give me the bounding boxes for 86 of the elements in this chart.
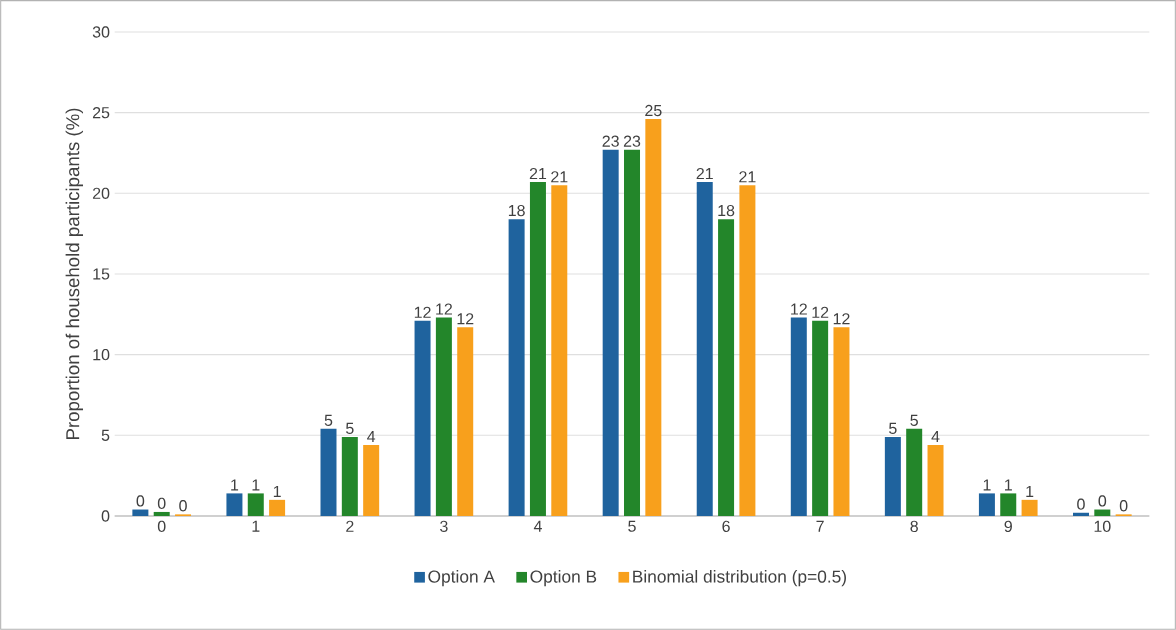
data-label: 23: [623, 135, 641, 147]
legend-label: Binomial distribution (p=0.5): [633, 569, 846, 587]
x-tick-label: 9: [1004, 520, 1012, 533]
data-label: 0: [1119, 500, 1128, 512]
data-label: 5: [324, 414, 333, 426]
bar: [927, 445, 944, 516]
legend-label: Option B: [530, 569, 597, 587]
data-label: 1: [1026, 485, 1034, 497]
data-label: 12: [414, 306, 431, 318]
bar: [247, 493, 264, 516]
bar: [457, 327, 474, 516]
data-label: 25: [645, 104, 662, 117]
bar: [153, 511, 170, 516]
data-label: 0: [1098, 495, 1107, 507]
bar: [341, 436, 358, 516]
x-tick-label: 8: [910, 520, 918, 533]
x-tick-label: 7: [816, 520, 824, 532]
bar: [624, 149, 641, 516]
bar: [226, 493, 243, 516]
data-label: 21: [529, 167, 547, 180]
data-label: 21: [739, 171, 756, 183]
y-tick-label: 15: [93, 268, 110, 280]
x-tick-label: 4: [533, 520, 542, 532]
data-label: 4: [367, 431, 376, 443]
bar: [739, 185, 756, 516]
data-label: 5: [346, 422, 354, 434]
bar: [1094, 509, 1111, 516]
bar: [269, 499, 286, 516]
data-label: 12: [833, 313, 850, 325]
x-tick-label: 0: [157, 520, 166, 533]
y-tick-label: 0: [101, 510, 110, 522]
bar: [508, 219, 525, 516]
bar: [1021, 499, 1038, 516]
bar: [696, 182, 713, 516]
data-label: 1: [1005, 479, 1012, 491]
data-label: 5: [910, 414, 918, 426]
bar: [363, 445, 380, 516]
data-label: 4: [931, 431, 940, 443]
x-tick-label: 10: [1094, 520, 1111, 533]
data-label: 21: [551, 171, 568, 183]
bar: [414, 320, 431, 516]
y-tick-label: 5: [101, 429, 110, 441]
x-tick-label: 2: [346, 520, 354, 532]
x-tick-label: 6: [722, 520, 730, 533]
y-tick-label: 30: [92, 26, 110, 38]
y-tick-label: 25: [92, 107, 110, 119]
data-label: 5: [889, 422, 897, 434]
bar: [320, 428, 337, 516]
bar: [645, 119, 662, 516]
data-label: 1: [983, 479, 991, 491]
data-label: 12: [791, 303, 807, 315]
data-label: 21: [696, 167, 713, 180]
data-label: 0: [1077, 498, 1085, 510]
data-label: 0: [136, 495, 145, 507]
data-label: 1: [252, 479, 260, 491]
bar: [978, 493, 995, 516]
bar: [551, 185, 568, 516]
data-label: 12: [457, 313, 474, 325]
bar: [718, 219, 735, 516]
bar: [812, 320, 829, 516]
data-label: 1: [231, 479, 239, 491]
data-label: 12: [812, 306, 829, 318]
data-label: 0: [179, 500, 187, 512]
bar: [132, 509, 149, 516]
bar: [790, 317, 807, 516]
bar: [435, 317, 452, 516]
bar: [602, 149, 619, 516]
bar: [833, 327, 850, 516]
x-tick-label: 1: [252, 520, 260, 532]
data-label: 12: [436, 303, 452, 315]
data-label: 18: [508, 204, 525, 217]
x-tick-label: 5: [628, 520, 636, 532]
bar: [529, 182, 546, 516]
data-label: 0: [157, 497, 166, 510]
data-label: 23: [602, 135, 619, 147]
bar: [1072, 512, 1089, 516]
bar: [906, 428, 923, 516]
x-tick-label: 3: [440, 520, 448, 533]
data-label: 1: [273, 485, 281, 497]
bar: [884, 436, 901, 516]
y-tick-label: 20: [92, 187, 110, 199]
data-label: 18: [718, 204, 735, 217]
y-tick-label: 10: [93, 349, 110, 361]
bar: [1000, 493, 1017, 516]
y-axis-title: Proportion of household participants (%): [65, 108, 84, 439]
legend-label: Option A: [428, 569, 495, 587]
